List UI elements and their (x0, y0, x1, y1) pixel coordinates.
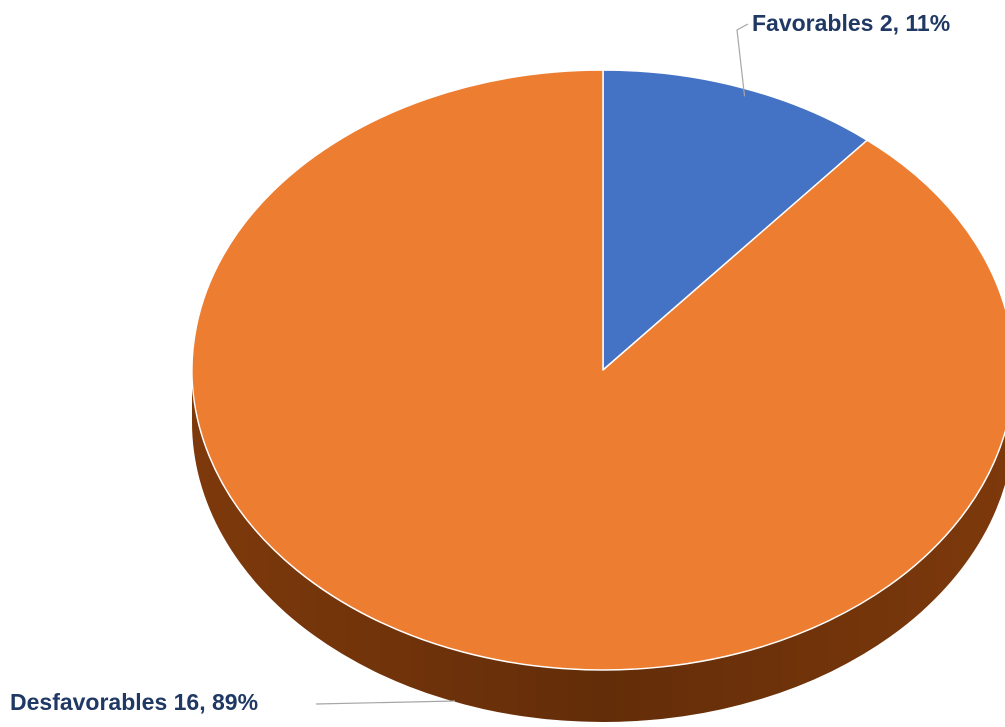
leader-line-desfavorables (315, 700, 456, 705)
data-labels: Favorables 2, 11% Desfavorables 16, 89% (10, 10, 950, 715)
pie-side-layer (192, 370, 1005, 722)
pie-side-shade-desfavorables (192, 370, 1005, 722)
data-label-desfavorables: Desfavorables 16, 89% (10, 689, 258, 715)
pie-slice-desfavorables (191, 69, 1005, 671)
pie-top-layer (191, 69, 1005, 671)
leader-line-favorables (736, 23, 749, 97)
data-label-favorables: Favorables 2, 11% (752, 10, 950, 36)
